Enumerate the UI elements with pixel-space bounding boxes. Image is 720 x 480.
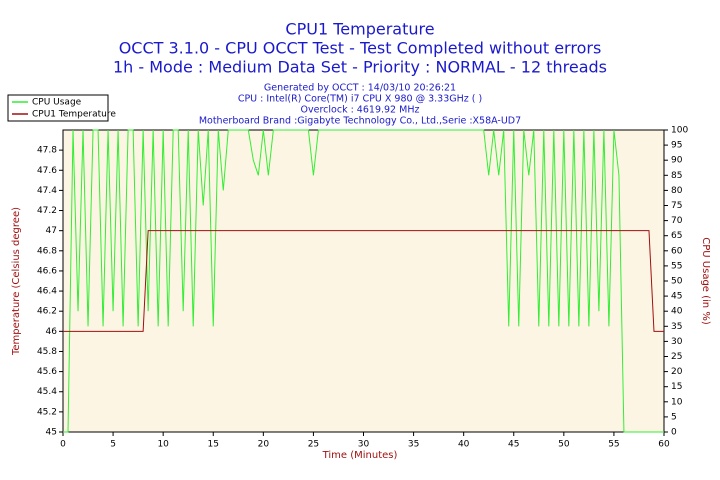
y2-tick-label: 5: [671, 412, 677, 422]
x-tick-label: 15: [208, 440, 219, 450]
x-tick-label: 5: [110, 440, 116, 450]
y-tick-label: 47.6: [37, 166, 57, 176]
y2-tick-label: 50: [671, 277, 683, 287]
y2-tick-label: 85: [671, 171, 682, 181]
y2-tick-label: 60: [671, 246, 683, 256]
y-tick-label: 46.2: [37, 307, 57, 317]
y2-tick-label: 95: [671, 141, 682, 151]
y-axis-label: Temperature (Celsius degree): [11, 207, 22, 356]
y2-tick-label: 55: [671, 261, 682, 271]
plot-area: [62, 129, 665, 433]
y2-tick-label: 15: [671, 382, 682, 392]
y2-tick-label: 30: [671, 337, 683, 347]
y2-tick-label: 90: [671, 156, 683, 166]
y-tick-label: 47.8: [37, 146, 57, 156]
x-tick-label: 60: [658, 440, 670, 450]
y-tick-label: 46.4: [37, 287, 57, 297]
y-tick-label: 45.6: [37, 367, 57, 377]
y2-tick-label: 10: [671, 397, 683, 407]
x-tick-label: 0: [60, 440, 66, 450]
y2-tick-label: 45: [671, 292, 682, 302]
y2-tick-label: 0: [671, 428, 677, 438]
y-tick-label: 47: [46, 226, 57, 236]
info-line: Motherboard Brand :Gigabyte Technology C…: [199, 116, 521, 127]
y-tick-label: 45.4: [37, 387, 57, 397]
x-tick-label: 25: [308, 440, 319, 450]
legend: [7, 94, 109, 122]
y-tick-label: 46: [46, 327, 58, 337]
info-line: Generated by OCCT : 14/03/10 20:26:21: [264, 83, 456, 94]
y-tick-label: 45: [46, 428, 57, 438]
x-tick-label: 20: [258, 440, 270, 450]
y2-tick-label: 80: [671, 186, 683, 196]
x-tick-label: 50: [558, 440, 570, 450]
x-tick-label: 40: [458, 440, 470, 450]
y2-tick-label: 25: [671, 352, 682, 362]
x-tick-label: 45: [508, 440, 519, 450]
chart-subtitle: 1h - Mode : Medium Data Set - Priority :…: [113, 58, 607, 77]
chart-subtitle: OCCT 3.1.0 - CPU OCCT Test - Test Comple…: [119, 39, 602, 58]
x-tick-label: 55: [608, 440, 619, 450]
y-tick-label: 46.6: [37, 266, 57, 276]
legend-label: CPU Usage: [32, 98, 82, 108]
y-tick-label: 46.8: [37, 246, 57, 256]
y-tick-label: 47.4: [37, 186, 57, 196]
y2-tick-label: 40: [671, 307, 683, 317]
y2-tick-label: 70: [671, 216, 683, 226]
y2-tick-label: 65: [671, 231, 682, 241]
series-line: [63, 230, 664, 332]
chart-title: CPU1 Temperature: [285, 20, 434, 39]
x-tick-label: 10: [157, 440, 169, 450]
y-tick-label: 45.8: [37, 347, 57, 357]
y2-tick-label: 75: [671, 201, 682, 211]
y-tick-label: 45.2: [37, 407, 57, 417]
y2-axis-label: CPU Usage (in %): [700, 237, 711, 325]
x-tick-label: 35: [408, 440, 419, 450]
y2-tick-label: 100: [671, 126, 688, 136]
y2-tick-label: 35: [671, 322, 682, 332]
x-axis-label: Time (Minutes): [322, 450, 398, 461]
y2-tick-label: 20: [671, 367, 683, 377]
series-line: [63, 129, 664, 433]
info-line: CPU : Intel(R) Core(TM) i7 CPU X 980 @ 3…: [238, 94, 482, 105]
x-tick-label: 30: [358, 440, 370, 450]
info-line: Overclock : 4619.92 MHz: [301, 105, 420, 116]
y-tick-label: 47.2: [37, 206, 57, 216]
legend-label: CPU1 Temperature: [32, 110, 116, 120]
